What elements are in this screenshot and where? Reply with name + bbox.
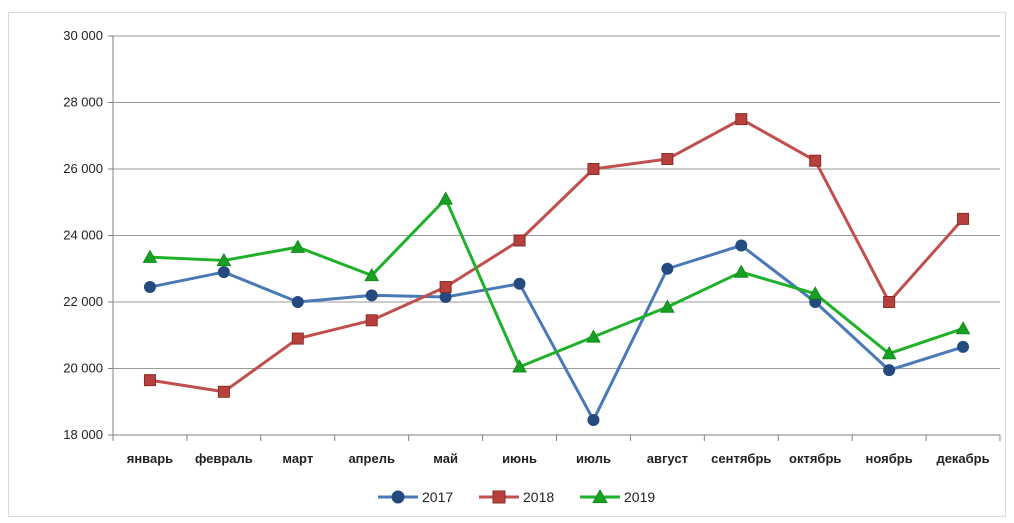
- marker-square: [492, 490, 506, 504]
- x-tick-label: декабрь: [936, 451, 989, 466]
- x-tick-label: июль: [576, 451, 611, 466]
- x-tick-label: июнь: [502, 451, 537, 466]
- x-axis-ticks: январь февраль март апрель май июнь июль август…: [112, 435, 1001, 466]
- y-tick-label: 30 000: [63, 28, 103, 43]
- marker-square: [291, 332, 304, 345]
- marker-circle: [439, 291, 452, 304]
- x-tick-label: сентябрь: [711, 451, 771, 466]
- marker-triangle: [364, 267, 380, 282]
- legend-label: 2017: [422, 489, 453, 505]
- marker-triangle: [216, 252, 232, 267]
- legend: 2017 2018 2019: [378, 488, 655, 505]
- marker-triangle: [733, 264, 749, 278]
- y-tick-label: 28 000: [63, 95, 103, 110]
- chart-frame: [8, 12, 1006, 517]
- marker-triangle: [438, 191, 453, 205]
- legend-label: 2018: [523, 489, 554, 505]
- marker-triangle: [586, 329, 601, 343]
- x-tick-label: август: [647, 451, 688, 466]
- marker-square: [365, 314, 378, 327]
- marker-circle: [957, 340, 970, 353]
- marker-square: [735, 113, 748, 126]
- y-tick-label: 20 000: [63, 361, 103, 376]
- marker-square: [661, 153, 674, 166]
- y-tick-label: 22 000: [63, 294, 103, 309]
- marker-triangle: [142, 249, 158, 263]
- marker-square: [957, 212, 970, 225]
- marker-circle: [291, 296, 304, 308]
- marker-circle: [391, 490, 405, 504]
- legend-label: 2019: [624, 489, 655, 505]
- x-tick-label: февраль: [195, 451, 253, 466]
- y-tick-label: 26 000: [63, 161, 103, 176]
- marker-square: [883, 296, 896, 308]
- marker-circle: [735, 239, 748, 252]
- series-line-2018: [149, 117, 965, 394]
- y-tick-label: 18 000: [63, 427, 103, 442]
- marker-triangle: [807, 286, 823, 300]
- marker-triangle: [592, 488, 608, 504]
- marker-square: [217, 385, 230, 398]
- x-tick-label: ноябрь: [866, 451, 913, 466]
- series-lines: [149, 117, 965, 422]
- marker-triangle: [290, 239, 306, 253]
- marker-circle: [883, 364, 896, 377]
- marker-triangle: [660, 299, 675, 313]
- marker-square: [587, 163, 600, 175]
- marker-circle: [587, 414, 600, 427]
- x-tick-label: май: [433, 451, 458, 466]
- y-axis-ticks: 18 000 20 000 22 000 24 000 26 000 28 000 30 0…: [63, 28, 113, 442]
- series-line-2019: [149, 197, 964, 369]
- marker-circle: [365, 289, 378, 302]
- marker-circle: [513, 277, 526, 290]
- series-line-2017: [149, 243, 964, 422]
- x-tick-label: январь: [127, 451, 173, 466]
- marker-circle: [143, 281, 156, 294]
- marker-square: [809, 154, 822, 167]
- x-tick-label: март: [282, 451, 313, 466]
- marker-circle: [661, 262, 674, 275]
- y-tick-label: 24 000: [63, 228, 103, 243]
- series-markers: [142, 113, 971, 427]
- marker-square: [143, 374, 156, 387]
- x-tick-label: октябрь: [789, 451, 841, 466]
- marker-triangle: [512, 359, 527, 373]
- marker-square: [513, 234, 526, 247]
- marker-square: [439, 281, 452, 294]
- marker-triangle: [881, 346, 897, 360]
- marker-circle: [217, 266, 230, 279]
- x-tick-label: апрель: [348, 451, 395, 466]
- marker-triangle: [955, 321, 971, 335]
